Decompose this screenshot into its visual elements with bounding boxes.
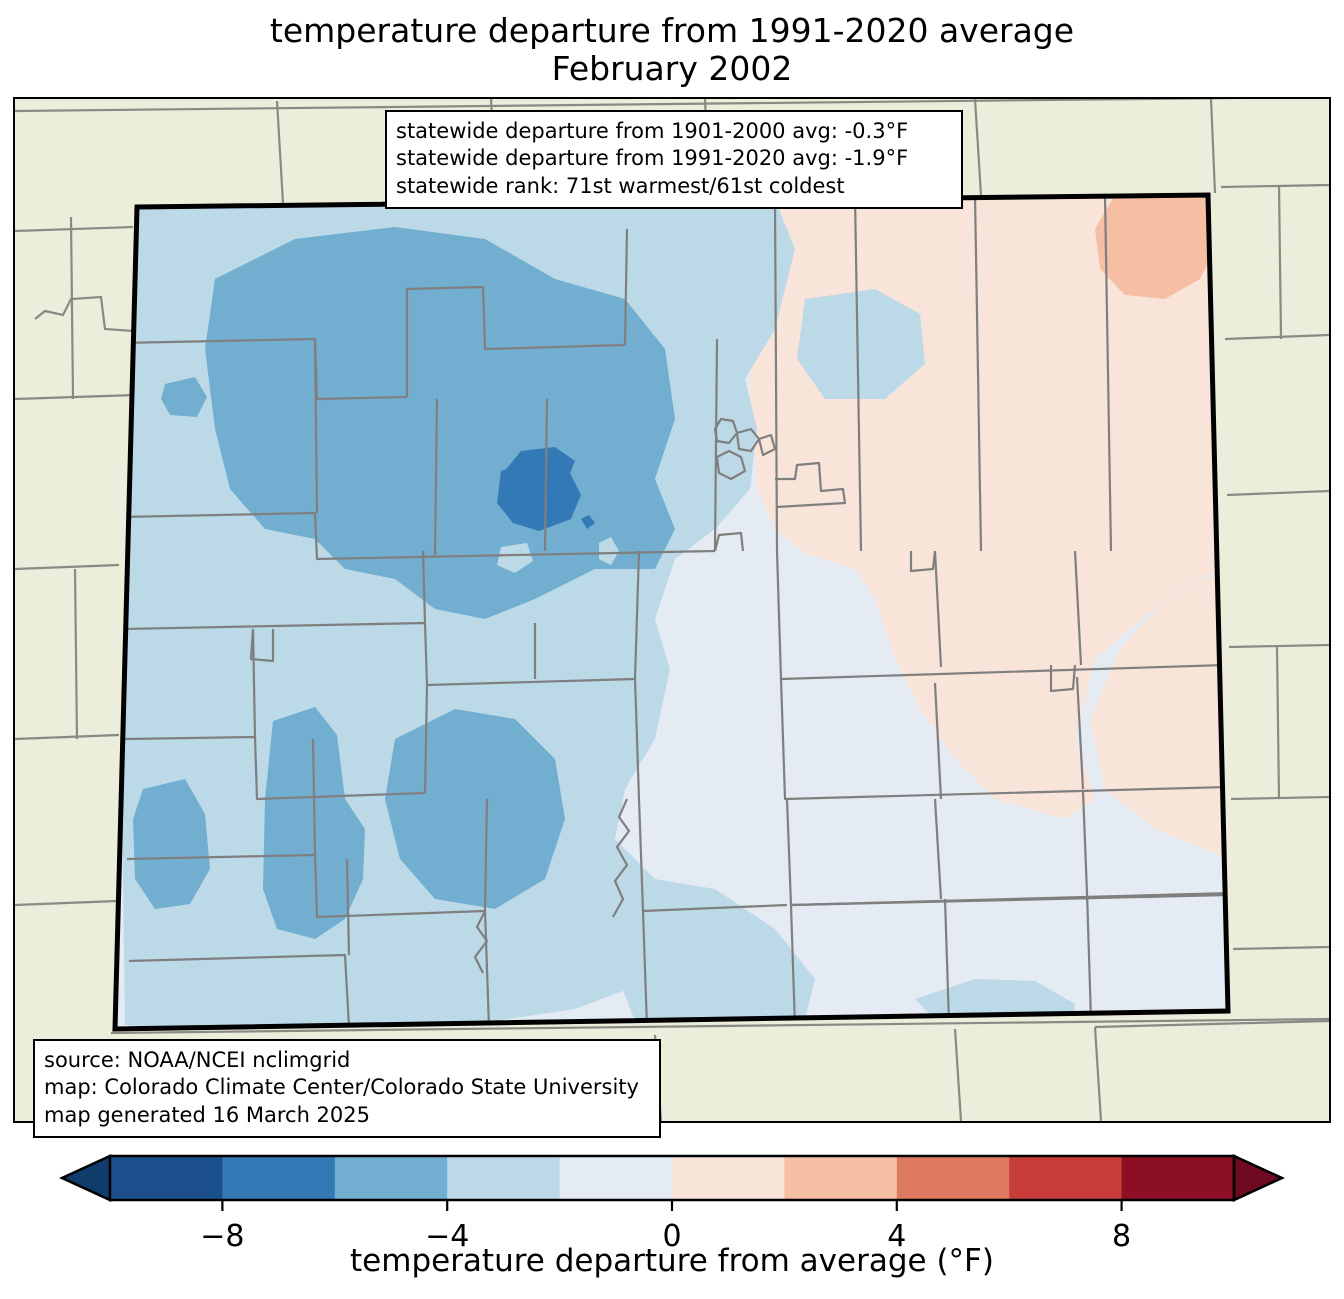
stats-departure-1901-2000: statewide departure from 1901-2000 avg: … bbox=[396, 119, 909, 143]
colorbar-tick-label-3: 4 bbox=[887, 1219, 906, 1254]
colorbar-panel: −8 −4 0 4 8 bbox=[0, 1148, 1344, 1298]
colorbar-band-6 bbox=[784, 1156, 898, 1200]
colorado-temperature-departure-map bbox=[15, 99, 1329, 1121]
map-credit-line: map: Colorado Climate Center/Colorado St… bbox=[44, 1075, 639, 1100]
colorbar-band-4 bbox=[559, 1156, 673, 1200]
map-panel bbox=[13, 97, 1331, 1123]
colorbar-band-9 bbox=[1121, 1156, 1235, 1200]
colorbar-band-5 bbox=[672, 1156, 785, 1200]
map-generated-line: map generated 16 March 2025 bbox=[44, 1102, 371, 1127]
contour-patch-light-blue-northeast bbox=[797, 289, 925, 399]
statewide-stats-box: statewide departure from 1901-2000 avg: … bbox=[385, 110, 963, 209]
contour-band-2-to-4 bbox=[1095, 195, 1215, 299]
contour-band-minus6-to-minus4-central bbox=[385, 709, 565, 909]
temperature-departure-contours bbox=[115, 195, 1228, 1029]
temperature-colorbar: −8 −4 0 4 8 bbox=[58, 1154, 1286, 1254]
colorado-county-lines bbox=[118, 195, 1228, 1028]
colorbar-extend-min bbox=[58, 1154, 112, 1202]
colorbar-tick-label-2: 0 bbox=[662, 1219, 681, 1254]
title-line-1: temperature departure from 1991-2020 ave… bbox=[269, 11, 1075, 50]
colorbar-tick-label-1: −4 bbox=[425, 1219, 469, 1254]
contour-band-minus6-to-minus4-sanjuan bbox=[133, 779, 210, 909]
contour-hole-light-west bbox=[673, 485, 693, 507]
contour-patch-deep-blue-speck bbox=[581, 515, 595, 529]
title-line-2: February 2002 bbox=[551, 48, 793, 88]
colorbar-band-8 bbox=[1009, 1156, 1123, 1200]
colorbar-band-3 bbox=[447, 1156, 561, 1200]
stats-statewide-rank: statewide rank: 71st warmest/61st coldes… bbox=[396, 173, 845, 198]
page-title: temperature departure from 1991-2020 ave… bbox=[0, 12, 1344, 87]
colorbar-bands bbox=[58, 1154, 1286, 1202]
contour-band-minus4-to-minus2-southeast-finger bbox=[615, 879, 815, 1027]
colorbar-band-1 bbox=[222, 1156, 336, 1200]
colorbar-band-7 bbox=[896, 1156, 1010, 1200]
contour-patch-medium-blue-west bbox=[161, 377, 207, 417]
colorbar-band-2 bbox=[334, 1156, 448, 1200]
colorbar-axis-label: temperature departure from average (°F) bbox=[350, 1243, 994, 1279]
colorbar-tick-label-4: 8 bbox=[1112, 1219, 1131, 1254]
colorbar-extend-max bbox=[1232, 1154, 1286, 1202]
contour-hole-light-central bbox=[599, 537, 619, 565]
contour-hole-light-northwest bbox=[497, 543, 533, 573]
source-line: source: NOAA/NCEI nclimgrid bbox=[44, 1048, 351, 1072]
colorbar-band-0 bbox=[110, 1156, 223, 1200]
contour-band-0-to-2-southeast bbox=[1090, 569, 1228, 859]
colorbar-tick-label-0: −8 bbox=[200, 1219, 244, 1254]
stats-departure-1991-2020: statewide departure from 1991-2020 avg: … bbox=[396, 146, 909, 171]
contour-band-minus8-to-minus6-core2 bbox=[503, 447, 575, 491]
source-attribution-box: source: NOAA/NCEI nclimgrid map: Colorad… bbox=[33, 1039, 661, 1138]
colorbar-ticks: −8 −4 0 4 8 bbox=[200, 1200, 1131, 1254]
